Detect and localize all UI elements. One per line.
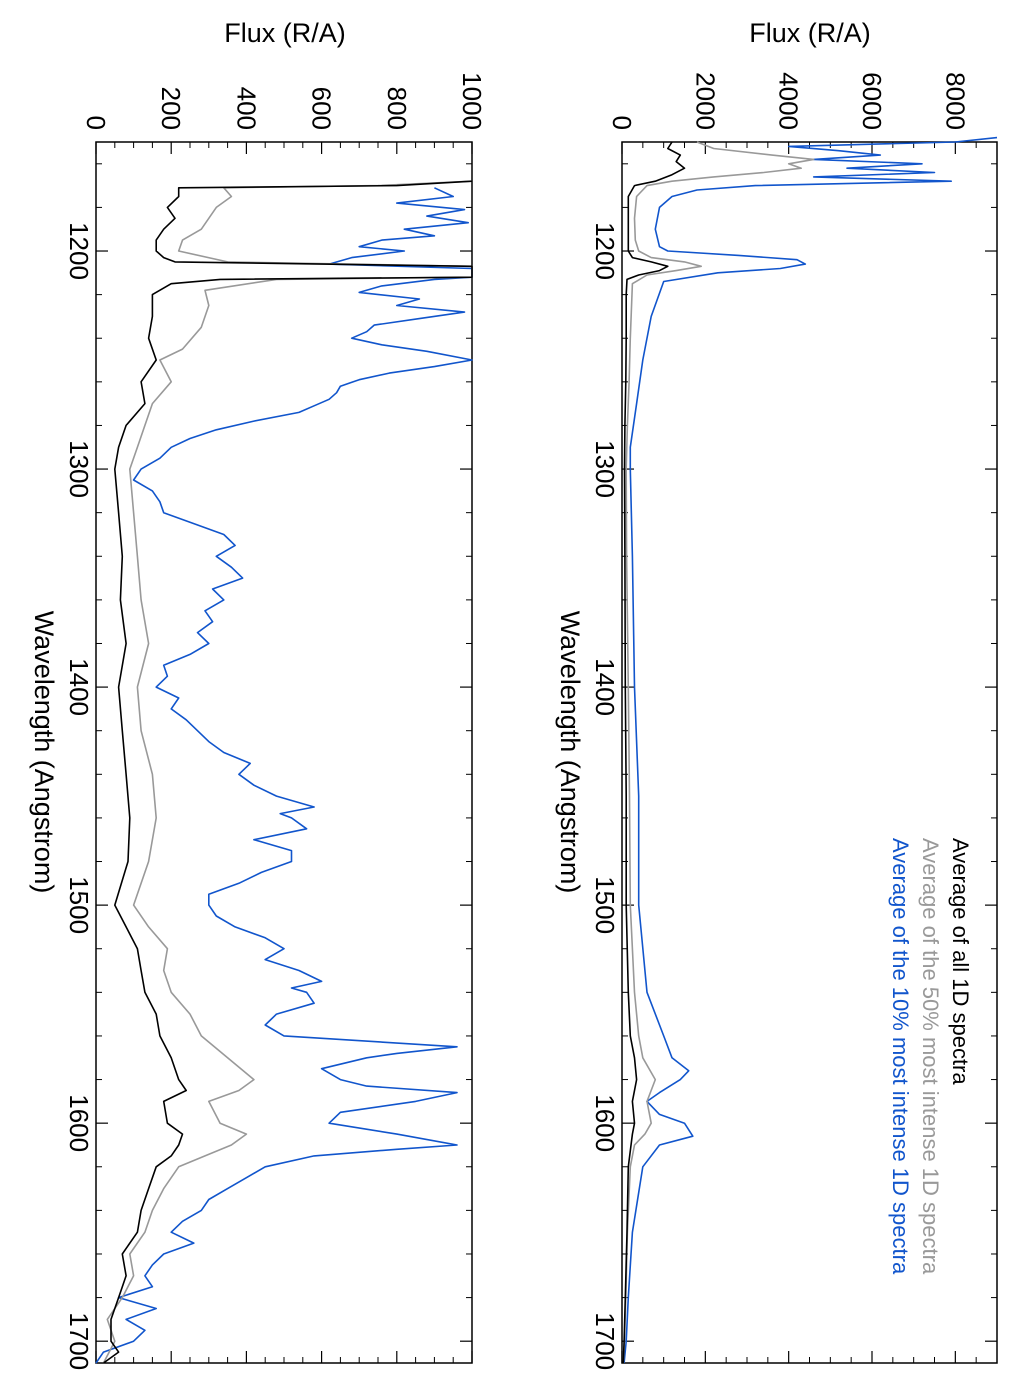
upper-y-tick-label: 6000 [857,72,887,130]
upper-panel-ticks: 1200 1300 1400 1500 1600 1700 0 2000 4000 6000 800… [590,72,997,1370]
lower-x-tick-label: 1500 [64,876,94,934]
lower-series-top10-line [95,187,473,1364]
upper-series-top50-line [622,141,815,1364]
lower-y-tick-label: 1000 [457,72,487,130]
upper-x-tick-label: 1600 [590,1094,620,1152]
upper-series-all-line [622,141,686,1364]
upper-x-tick-label: 1200 [590,222,620,280]
lower-y-tick-label: 0 [81,116,111,130]
upper-y-tick-label: 0 [607,116,637,130]
upper-x-tick-label: 1500 [590,876,620,934]
legend-entry-all: Average of all 1D spectra [948,838,973,1085]
lower-x-tick-label: 1200 [64,222,94,280]
legend-entry-top50: Average of the 50% most intense 1D spect… [918,838,943,1275]
upper-x-axis-title: Wavelength (Angstrom) [555,611,585,894]
upper-panel-series [622,136,998,1364]
upper-y-axis-title: Flux (R/A) [749,18,871,48]
lower-y-axis-title: Flux (R/A) [224,18,346,48]
lower-x-axis-title: Wavelength (Angstrom) [29,611,59,894]
lower-series-top50-line [102,180,473,1364]
upper-x-tick-label: 1300 [590,440,620,498]
upper-y-tick-label: 8000 [940,72,970,130]
lower-series-all-line [103,180,473,1364]
lower-x-tick-label: 1600 [64,1094,94,1152]
lower-y-tick-label: 200 [156,87,186,130]
upper-y-tick-label: 4000 [774,72,804,130]
lower-y-tick-label: 800 [382,87,412,130]
lower-x-tick-label: 1400 [64,658,94,716]
lower-panel-ticks: 1200 1300 1400 1500 1600 1700 0 200 400 600 800 100… [64,72,487,1370]
upper-y-tick-label: 2000 [690,72,720,130]
lower-y-tick-label: 600 [307,87,337,130]
upper-series-top10-line [623,136,998,1364]
legend-entry-top10: Average of the 10% most intense 1D spect… [888,838,913,1275]
lower-x-tick-label: 1700 [64,1312,94,1370]
upper-x-tick-label: 1400 [590,658,620,716]
upper-x-tick-label: 1700 [590,1312,620,1370]
lower-panel-series [95,180,473,1364]
lower-y-tick-label: 400 [231,87,261,130]
lower-x-tick-label: 1300 [64,440,94,498]
